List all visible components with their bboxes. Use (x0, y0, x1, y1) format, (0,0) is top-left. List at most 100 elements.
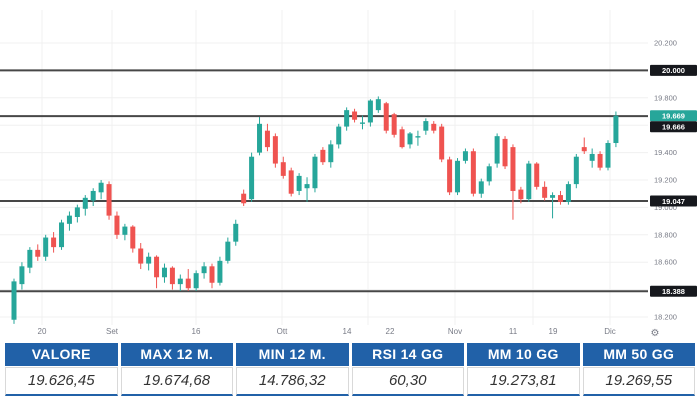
candle-body (130, 226, 136, 249)
summary-table-header-row: VALORE MAX 12 M. MIN 12 M. RSI 14 GG MM 10 G… (0, 343, 700, 366)
summary-table: VALORE MAX 12 M. MIN 12 M. RSI 14 GG MM 10 G… (0, 343, 700, 396)
table-header-cell: MIN 12 M. (236, 343, 349, 366)
price-badge-label: 18.388 (662, 287, 685, 296)
candle-body (82, 197, 88, 209)
candle-body (526, 163, 532, 200)
candle-body (589, 153, 595, 161)
candle-body (423, 121, 429, 131)
candle-body (415, 136, 421, 138)
candle-body (359, 122, 365, 124)
table-header-cell: MAX 12 M. (120, 343, 233, 366)
candle-body (542, 186, 548, 198)
candle-body (201, 266, 207, 274)
table-value-cell: 19.269,55 (582, 367, 695, 396)
time-axis-label: Set (106, 327, 119, 336)
candle-body (217, 260, 223, 283)
table-value-cell: 19.674,68 (120, 367, 233, 396)
candle-body (296, 175, 302, 191)
level-price-badge (650, 285, 697, 297)
candle-body (233, 223, 239, 242)
table-header-cell: MM 50 GG (582, 343, 695, 366)
candle-body (264, 130, 270, 148)
time-axis-label: 11 (509, 327, 518, 336)
time-axis-label: 19 (549, 327, 558, 336)
candle-body (66, 215, 72, 224)
time-axis-label: 20 (38, 327, 47, 336)
candle-body (43, 237, 49, 257)
candle-body (138, 248, 144, 264)
candle-body (154, 256, 160, 278)
level-price-badge (650, 195, 697, 207)
candle-body (518, 189, 524, 200)
price-badge-label: 19.669 (662, 112, 685, 121)
chart-canvas[interactable]: 20.200 19.800 19.400 19.200 19.000 18.800 18.6… (0, 0, 700, 343)
table-value-cell: 14.786,32 (236, 367, 349, 396)
candle-body (122, 226, 128, 235)
candle-body (407, 133, 413, 145)
candle-body (565, 184, 571, 202)
candle-body (455, 160, 461, 193)
candle-body (328, 144, 334, 163)
candle-body (193, 273, 199, 289)
time-axis-label: 16 (192, 327, 201, 336)
table-value-cell: 19.273,81 (467, 367, 580, 396)
time-axis-label: Nov (448, 327, 462, 336)
candle-body (605, 143, 611, 168)
candle-body (462, 151, 468, 161)
candle-body (470, 151, 476, 194)
candle-body (550, 195, 556, 198)
candle-body (177, 278, 183, 285)
level-price-badge (650, 121, 697, 133)
time-axis-label: 14 (343, 327, 352, 336)
candle-body (431, 123, 437, 131)
candle-body (597, 153, 603, 168)
candle-body (399, 129, 405, 148)
candle-body (581, 147, 587, 152)
time-axis-label: Ott (277, 327, 288, 336)
candle-body (27, 249, 33, 268)
candle-body (209, 266, 215, 283)
candle-body (169, 267, 175, 285)
candle-body (185, 278, 191, 289)
candle-body (74, 207, 80, 217)
candle-body (367, 100, 373, 123)
level-price-badge (650, 64, 697, 76)
candle-body (257, 123, 263, 153)
candle-body (439, 126, 445, 160)
price-axis-label: 19.200 (654, 176, 677, 185)
candle-body (510, 147, 516, 191)
candle-body (146, 256, 152, 264)
table-value-cell: 60,30 (351, 367, 464, 396)
candle-body (288, 170, 294, 194)
summary-table-value-row: 19.626,45 19.674,68 14.786,32 60,30 19.273,8… (0, 367, 700, 396)
candle-body (272, 136, 278, 164)
price-axis-label: 20.200 (654, 39, 677, 48)
time-axis-label: 22 (386, 327, 395, 336)
price-axis-label: 18.800 (654, 230, 677, 239)
price-axis-label: 19.400 (654, 148, 677, 157)
candlestick-chart[interactable]: 20.200 19.800 19.400 19.200 19.000 18.800 18.6… (0, 0, 700, 343)
table-value-cell: 19.626,45 (5, 367, 118, 396)
candle-body (383, 103, 389, 131)
price-badge-label: 20.000 (662, 66, 685, 75)
candle-body (352, 111, 358, 120)
candle-body (51, 237, 57, 248)
candle-body (502, 138, 508, 167)
candle-body (11, 281, 17, 320)
price-badge-label: 19.666 (662, 123, 685, 132)
candle-body (241, 193, 247, 204)
axis-settings-gear-icon[interactable]: ⚙ (651, 328, 660, 339)
candle-body (534, 163, 540, 187)
candle-body (557, 195, 563, 202)
candle-body (486, 166, 492, 182)
candle-body (98, 182, 104, 193)
candle-body (573, 156, 579, 185)
last-price-badge (650, 110, 697, 122)
candle-body (304, 184, 310, 189)
candle-body (59, 222, 65, 248)
candle-body (90, 190, 96, 201)
time-axis-label: Dic (604, 327, 616, 336)
candle-body (161, 267, 167, 278)
candle-body (249, 156, 255, 200)
